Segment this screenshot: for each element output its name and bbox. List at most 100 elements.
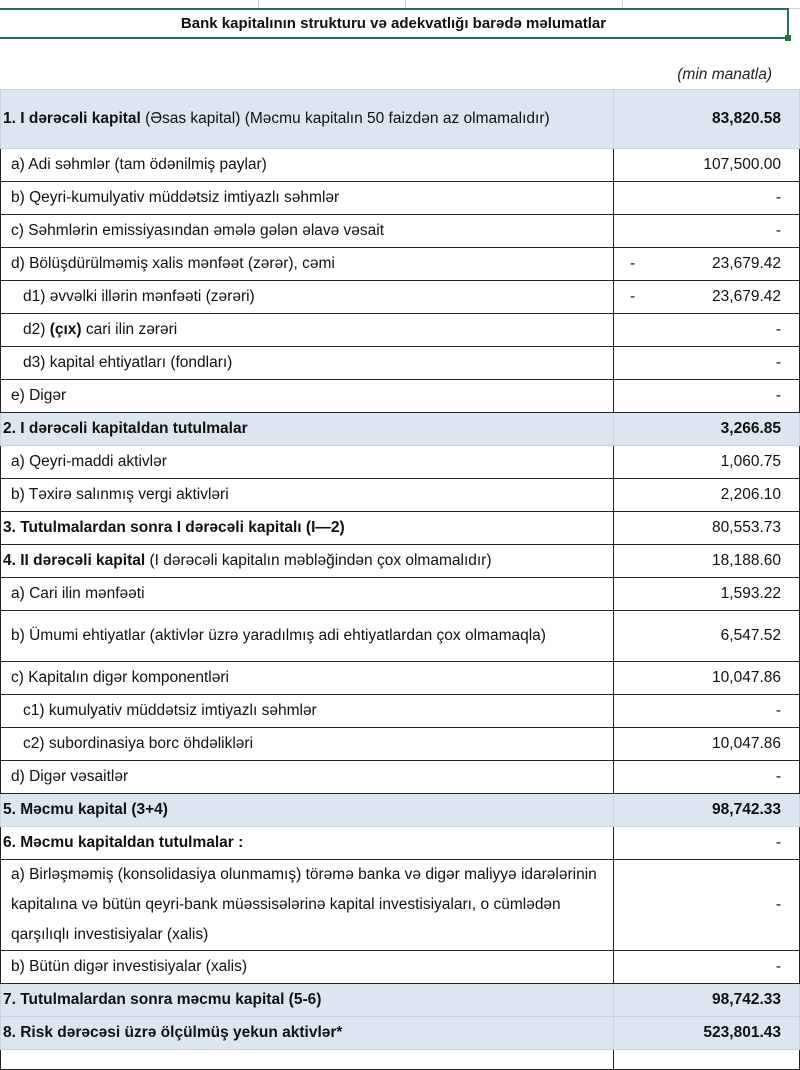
value-text: -	[775, 321, 781, 338]
negative-sign: -	[630, 288, 636, 305]
value-text: 80,553.73	[712, 519, 781, 536]
row-value[interactable]: 83,820.58	[613, 89, 800, 149]
row-label[interactable]: a) Qeyri-maddi aktivlər	[0, 445, 614, 479]
label-pre: b) Bütün digər investisiyalar (xalis)	[11, 958, 248, 975]
label-pre: c2) subordinasiya borc öhdəlikləri	[23, 735, 254, 752]
row-value[interactable]: -	[613, 694, 800, 728]
value-text: -	[775, 354, 781, 371]
value-text: 523,801.43	[703, 1024, 781, 1041]
row-value[interactable]: 523,801.43	[613, 1016, 800, 1050]
row-value[interactable]: -	[613, 379, 800, 413]
row-label[interactable]: 8. Risk dərəcəsi üzrə ölçülmüş yekun akt…	[0, 1016, 614, 1050]
row-label[interactable]: b) Ümumi ehtiyatlar (aktivlər üzrə yarad…	[0, 610, 614, 662]
value-text: -	[775, 896, 781, 913]
table-row: 7. Tutulmalardan sonra məcmu kapital (5-…	[0, 983, 800, 1017]
label-pre: a) Birləşməmiş (konsolidasiya olunmamış)…	[11, 866, 597, 943]
value-text: -	[775, 958, 781, 975]
table-row: c) Səhmlərin emissiyasından əmələ gələn …	[0, 214, 800, 248]
row-label[interactable]: 4. II dərəcəli kapital (I dərəcəli kapit…	[0, 544, 614, 578]
label-bold: 6. Məcmu kapitaldan tutulmalar :	[3, 834, 244, 851]
row-label[interactable]: b) Bütün digər investisiyalar (xalis)	[0, 950, 614, 984]
row-value[interactable]: -	[613, 950, 800, 984]
value-text: -	[775, 387, 781, 404]
label-pre: c1) kumulyativ müddətsiz imtiyazlı səhml…	[23, 702, 317, 719]
table-row: d) Bölüşdürülməmiş xalis mənfəət (zərər)…	[0, 247, 800, 281]
row-label[interactable]	[0, 1049, 614, 1070]
table-row: 5. Məcmu kapital (3+4) 98,742.33	[0, 793, 800, 827]
row-label[interactable]: 7. Tutulmalardan sonra məcmu kapital (5-…	[0, 983, 614, 1017]
label-pre: d2)	[23, 321, 50, 338]
row-value[interactable]	[613, 1049, 800, 1070]
label-pre: c) Səhmlərin emissiyasından əmələ gələn …	[11, 222, 385, 239]
row-label[interactable]: d3) kapital ehtiyatları (fondları)	[0, 346, 614, 380]
negative-sign: -	[630, 255, 636, 272]
row-value[interactable]: -	[613, 826, 800, 860]
row-value[interactable]: 10,047.86	[613, 727, 800, 761]
row-label[interactable]: b) Təxirə salınmış vergi aktivləri	[0, 478, 614, 512]
row-label[interactable]: d2) (çıx) cari ilin zərəri	[0, 313, 614, 347]
row-label[interactable]: 5. Məcmu kapital (3+4)	[0, 793, 614, 827]
row-value[interactable]: -	[613, 859, 800, 951]
row-label[interactable]: 3. Tutulmalardan sonra I dərəcəli kapita…	[0, 511, 614, 545]
row-value[interactable]: -	[613, 214, 800, 248]
table-row: a) Qeyri-maddi aktivlər 1,060.75	[0, 445, 800, 479]
row-label[interactable]: 2. I dərəcəli kapitaldan tutulmalar	[0, 412, 614, 446]
table-row: a) Birləşməmiş (konsolidasiya olunmamış)…	[0, 859, 800, 951]
row-label[interactable]: c2) subordinasiya borc öhdəlikləri	[0, 727, 614, 761]
row-value[interactable]: 18,188.60	[613, 544, 800, 578]
fill-handle[interactable]	[785, 35, 791, 41]
row-value[interactable]: -	[613, 181, 800, 215]
label-bold: 3. Tutulmalardan sonra I dərəcəli kapita…	[3, 519, 345, 536]
table-row: b) Ümumi ehtiyatlar (aktivlər üzrə yarad…	[0, 610, 800, 662]
table-row: d2) (çıx) cari ilin zərəri -	[0, 313, 800, 347]
value-text: 98,742.33	[712, 991, 781, 1008]
label-pre: a) Qeyri-maddi aktivlər	[11, 453, 167, 470]
table-row: d3) kapital ehtiyatları (fondları) -	[0, 346, 800, 380]
row-value[interactable]: 10,047.86	[613, 661, 800, 695]
row-value[interactable]: 80,553.73	[613, 511, 800, 545]
table-row: a) Adi səhmlər (tam ödənilmiş paylar) 107…	[0, 148, 800, 182]
value-text: 107,500.00	[703, 156, 781, 173]
value-text: -	[775, 834, 781, 851]
row-value[interactable]: 98,742.33	[613, 983, 800, 1017]
value-text: 18,188.60	[712, 552, 781, 569]
row-value[interactable]: 3,266.85	[613, 412, 800, 446]
table-row: c1) kumulyativ müddətsiz imtiyazlı səhml…	[0, 694, 800, 728]
row-label[interactable]: 6. Məcmu kapitaldan tutulmalar :	[0, 826, 614, 860]
row-value[interactable]: 2,206.10	[613, 478, 800, 512]
row-value[interactable]: - 23,679.42	[613, 280, 800, 314]
row-value[interactable]: 1,593.22	[613, 577, 800, 611]
row-label[interactable]: a) Cari ilin mənfəəti	[0, 577, 614, 611]
table-row: 1. I dərəcəli kapital (Əsas kapital) (Mə…	[0, 89, 800, 149]
row-label[interactable]: b) Qeyri-kumulyativ müddətsiz imtiyazlı …	[0, 181, 614, 215]
table-row: a) Cari ilin mənfəəti 1,593.22	[0, 577, 800, 611]
report-title[interactable]: Bank kapitalının strukturu və adekvatlığ…	[0, 8, 791, 41]
table-row	[0, 1049, 800, 1070]
label-pre: a) Adi səhmlər (tam ödənilmiş paylar)	[11, 156, 267, 173]
label-pre: d3) kapital ehtiyatları (fondları)	[23, 354, 233, 371]
row-label[interactable]: a) Adi səhmlər (tam ödənilmiş paylar)	[0, 148, 614, 182]
row-label[interactable]: d) Bölüşdürülməmiş xalis mənfəət (zərər)…	[0, 247, 614, 281]
value-text: 3,266.85	[720, 420, 781, 437]
row-label[interactable]: a) Birləşməmiş (konsolidasiya olunmamış)…	[0, 859, 614, 951]
row-value[interactable]: -	[613, 346, 800, 380]
row-label[interactable]: c) Səhmlərin emissiyasından əmələ gələn …	[0, 214, 614, 248]
row-value[interactable]: 1,060.75	[613, 445, 800, 479]
value-text: 23,679.42	[712, 288, 781, 305]
row-label[interactable]: d) Digər vəsaitlər	[0, 760, 614, 794]
value-text: -	[775, 189, 781, 206]
row-label[interactable]: c1) kumulyativ müddətsiz imtiyazlı səhml…	[0, 694, 614, 728]
label-bold: 4. II dərəcəli kapital	[3, 552, 146, 569]
row-value[interactable]: -	[613, 760, 800, 794]
row-label[interactable]: e) Digər	[0, 379, 614, 413]
table-row: 2. I dərəcəli kapitaldan tutulmalar 3,266…	[0, 412, 800, 446]
row-value[interactable]: -	[613, 313, 800, 347]
row-label[interactable]: c) Kapitalın digər komponentləri	[0, 661, 614, 695]
row-value[interactable]: 107,500.00	[613, 148, 800, 182]
row-value[interactable]: - 23,679.42	[613, 247, 800, 281]
row-label[interactable]: d1) əvvəlki illərin mənfəəti (zərəri)	[0, 280, 614, 314]
table-row: e) Digər -	[0, 379, 800, 413]
row-value[interactable]: 6,547.52	[613, 610, 800, 662]
row-label[interactable]: 1. I dərəcəli kapital (Əsas kapital) (Mə…	[0, 89, 614, 149]
row-value[interactable]: 98,742.33	[613, 793, 800, 827]
